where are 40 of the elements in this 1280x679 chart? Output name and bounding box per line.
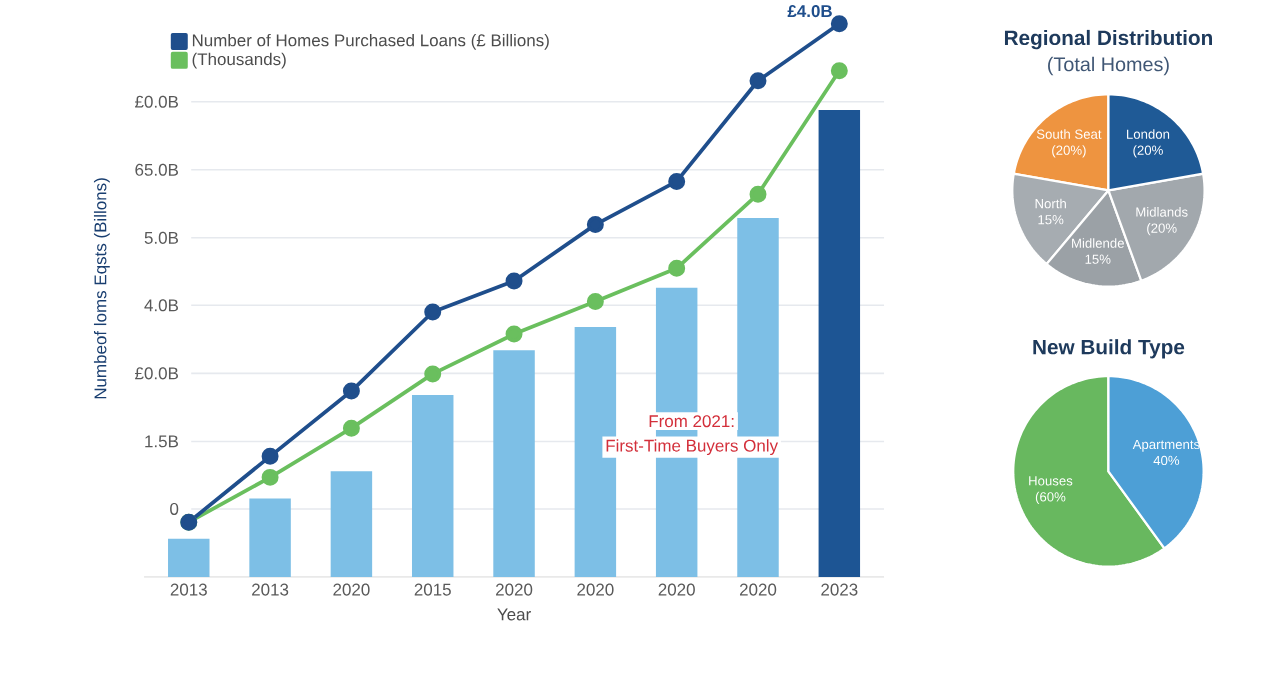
x-tick-label: 2013 (252, 583, 289, 596)
x-tick-label: 2020 (577, 583, 614, 596)
data-label: 15% (1085, 254, 1111, 264)
x-axis-title: Year (497, 608, 531, 621)
ref-line-label: 65.0B (135, 163, 179, 176)
data-label: 40% (1153, 455, 1180, 466)
x-tick-label: 2020 (333, 583, 370, 596)
chart-title: Regional Distribution (1004, 30, 1212, 50)
data-label: (60% (1035, 491, 1066, 505)
slice-label: North (1035, 198, 1066, 209)
slice-label: South Seat (1036, 129, 1102, 139)
annotation: First-Time Buyers Only (606, 439, 779, 456)
x-tick-label: 2020 (658, 583, 695, 596)
ref-line-label: 4.0B (144, 299, 179, 312)
slice-label: London (1127, 129, 1170, 139)
ref-line-label: £0.0B (135, 367, 179, 380)
ref-line-label: £0.0B (135, 95, 179, 108)
x-tick-label: 2020 (739, 583, 777, 596)
annotation: From 2021: (649, 415, 734, 428)
ref-line-label: 1.5B (145, 435, 179, 448)
data-label: (20% (1147, 223, 1177, 236)
legend-label: Number of Homes Purchased Loans (£ Billions) (192, 34, 549, 50)
slice-label: Apartments (1132, 440, 1200, 452)
x-tick-label: 2020 (496, 583, 533, 596)
chart-title: New Build Type (1033, 339, 1185, 359)
slice-label: Houses (1029, 476, 1073, 486)
slice-label: Midlende (1072, 238, 1124, 248)
data-label: (20% (1133, 145, 1163, 158)
slice-label: Midlands (1136, 207, 1188, 217)
x-tick-label: 2013 (170, 583, 207, 596)
y-axis-title: Numbeof loms Eqsts (Billons) (93, 178, 110, 399)
ref-line-label: 0 (170, 503, 179, 516)
chart-subtitle: (Total Homes) (1048, 56, 1169, 76)
x-tick-label: 2023 (821, 583, 858, 596)
data-label: 15% (1038, 215, 1064, 225)
legend-label: (Thousands) (192, 52, 286, 69)
x-tick-label: 2015 (414, 583, 451, 596)
ref-line-label: 5.0B (144, 231, 179, 244)
annotation: £4.0B (787, 5, 832, 18)
data-label: (20%) (1052, 145, 1086, 158)
